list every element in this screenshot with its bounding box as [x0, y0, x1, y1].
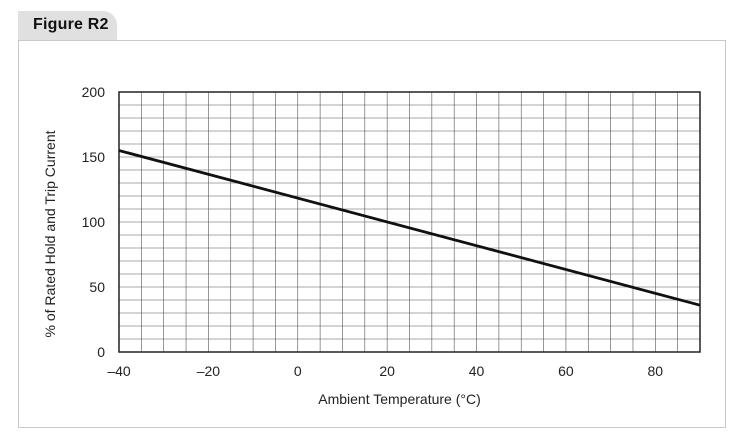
grid [118, 91, 701, 353]
y-tick-label: 0 [97, 344, 105, 360]
x-axis-label: Ambient Temperature (°C) [318, 391, 481, 407]
figure-tab [18, 11, 117, 40]
x-tick-labels: –40 –20 0 20 40 60 80 [107, 363, 663, 379]
series-line [118, 149, 701, 307]
x-tick-label: 20 [379, 363, 395, 379]
x-tick-label: 80 [648, 363, 664, 379]
y-tick-label: 100 [82, 214, 106, 230]
y-tick-label: 150 [82, 149, 106, 165]
figure-frame [18, 40, 726, 428]
x-tick-label: 60 [558, 363, 574, 379]
plot-border [118, 91, 701, 353]
x-tick-label: –40 [107, 363, 131, 379]
figure-label: Figure R2 [33, 16, 109, 33]
y-tick-label: 200 [82, 84, 106, 100]
y-tick-label: 50 [89, 279, 105, 295]
y-tick-labels: 0 50 100 150 200 [82, 84, 106, 360]
x-tick-label: 0 [294, 363, 302, 379]
y-axis-label: % of Rated Hold and Trip Current [42, 130, 58, 337]
x-tick-label: 40 [469, 363, 485, 379]
x-tick-label: –20 [197, 363, 221, 379]
series-lines [118, 149, 701, 307]
